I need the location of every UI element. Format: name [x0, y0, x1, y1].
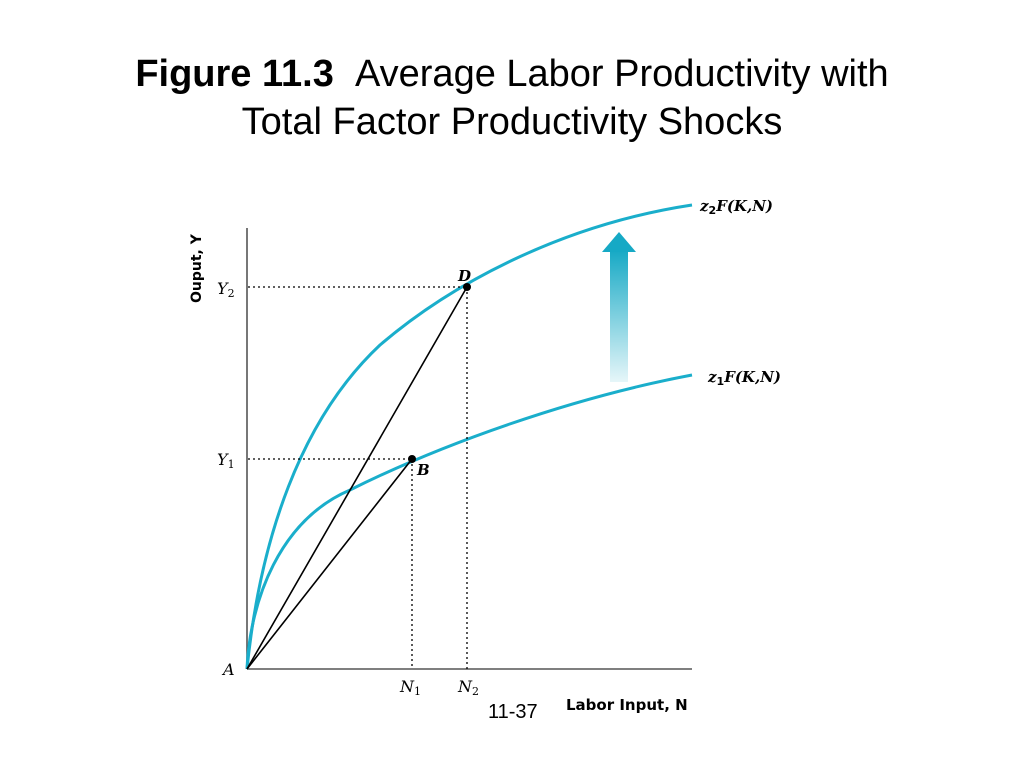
x-tick-n2: N2 [457, 677, 479, 698]
x-tick-n1: N1 [399, 677, 421, 698]
y-tick-y1: Y1 [217, 450, 235, 471]
title-line-1: Average Labor Productivity with [354, 53, 889, 95]
point-d [463, 283, 471, 291]
x-axis-label: Labor Input, N [566, 696, 688, 714]
point-d-label: D [457, 267, 471, 285]
title-line-2: Total Factor Productivity Shocks [241, 101, 783, 143]
ray-to-b [246, 458, 413, 670]
point-b-label: B [416, 461, 430, 479]
curve-z1-label: z1F(K,N) [707, 368, 781, 388]
y-axis-label: Ouput, Y [189, 233, 205, 303]
ray-to-d [246, 286, 468, 670]
curve-z2 [245, 203, 693, 670]
point-b [408, 455, 416, 463]
curve-z2-label: z2F(K,N) [699, 197, 773, 217]
figure-number: Figure 11.3 [135, 53, 334, 95]
slide-title: Figure 11.3 Average Labor Productivity w… [0, 50, 1024, 146]
y-tick-y2: Y2 [217, 279, 235, 300]
curve-z1 [245, 373, 693, 670]
page-number: 11-37 [488, 701, 538, 723]
shift-up-arrow-icon [602, 232, 636, 382]
origin-label: A [221, 660, 235, 679]
